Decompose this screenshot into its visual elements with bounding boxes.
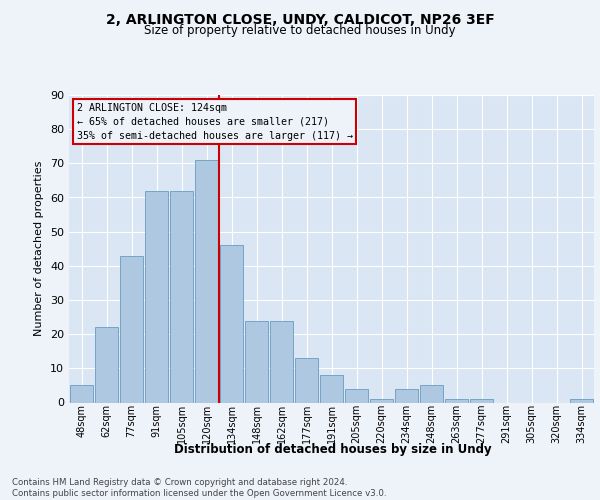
Bar	[570, 399, 593, 402]
Bar	[295, 358, 318, 403]
Bar	[120, 256, 143, 402]
Bar	[345, 389, 368, 402]
Bar	[395, 389, 418, 402]
Y-axis label: Number of detached properties: Number of detached properties	[34, 161, 44, 336]
Bar	[220, 246, 243, 402]
Text: Contains HM Land Registry data © Crown copyright and database right 2024.
Contai: Contains HM Land Registry data © Crown c…	[12, 478, 386, 498]
Bar	[470, 399, 493, 402]
Bar	[445, 399, 468, 402]
Bar	[195, 160, 218, 402]
Bar	[420, 386, 443, 402]
Bar	[70, 386, 93, 402]
Text: 2 ARLINGTON CLOSE: 124sqm
← 65% of detached houses are smaller (217)
35% of semi: 2 ARLINGTON CLOSE: 124sqm ← 65% of detac…	[77, 102, 353, 141]
Text: Distribution of detached houses by size in Undy: Distribution of detached houses by size …	[174, 442, 492, 456]
Bar	[95, 328, 118, 402]
Bar	[270, 320, 293, 402]
Bar	[370, 399, 393, 402]
Bar	[170, 190, 193, 402]
Bar	[145, 190, 168, 402]
Text: 2, ARLINGTON CLOSE, UNDY, CALDICOT, NP26 3EF: 2, ARLINGTON CLOSE, UNDY, CALDICOT, NP26…	[106, 12, 494, 26]
Bar	[320, 375, 343, 402]
Bar	[245, 320, 268, 402]
Text: Size of property relative to detached houses in Undy: Size of property relative to detached ho…	[144, 24, 456, 37]
